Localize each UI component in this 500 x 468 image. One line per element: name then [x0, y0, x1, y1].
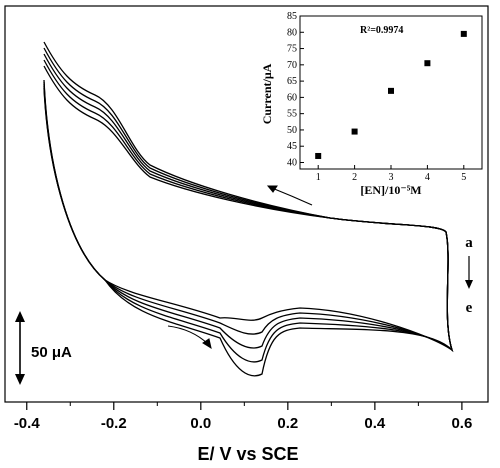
inset-y-tick-label: 75 [287, 44, 297, 55]
inset-data-point [315, 152, 322, 159]
inset-y-tick-label: 50 [287, 125, 297, 136]
trace-label-a: a [465, 235, 473, 251]
main-x-axis: -0.4 -0.2 0.0 0.2 0.4 0.6 [14, 402, 472, 432]
anodic-sweep-arrow [271, 187, 313, 206]
main-plot-frame [4, 5, 489, 403]
inset-x-axis: 1 2 3 4 5 [316, 165, 466, 183]
inset-data-point [388, 87, 394, 94]
x-tick-label: -0.4 [14, 415, 41, 432]
cv-curves [43, 41, 454, 377]
inset-y-tick-label: 60 [287, 92, 297, 103]
inset-data-point [460, 30, 467, 37]
trace-label-e: e [466, 300, 473, 316]
inset-y-axis-title: Current/μA [260, 63, 274, 124]
sweep-direction-arrows [167, 185, 313, 350]
inset-x-tick-label: 1 [316, 172, 321, 183]
inset-y-tick-label: 45 [287, 141, 297, 152]
x-tick-label: 0.4 [364, 415, 386, 432]
inset-y-tick-label: 80 [287, 27, 297, 38]
inset-y-tick-label: 65 [287, 76, 297, 87]
inset-y-tick-label: 55 [287, 109, 297, 120]
main-x-axis-title: E/ V vs SCE [197, 444, 298, 464]
x-tick-label: -0.2 [101, 415, 127, 432]
inset-x-tick-label: 5 [461, 172, 466, 183]
inset-y-axis: 40 45 50 55 60 65 70 75 80 85 [287, 11, 304, 168]
inset-data-point [351, 128, 358, 135]
inset-y-tick-label: 70 [287, 60, 297, 71]
inset-x-tick-label: 4 [425, 172, 430, 183]
cathodic-sweep-arrow [167, 325, 209, 345]
cathodic-sweep-arrowhead [202, 338, 212, 350]
x-tick-label: 0.6 [451, 415, 472, 432]
anodic-sweep-arrowhead [266, 185, 278, 193]
trace-order-arrowhead [465, 280, 473, 289]
inset-x-axis-title: [EN]/10⁻⁵M [360, 183, 421, 197]
inset-x-tick-label: 2 [352, 172, 357, 183]
inset-r-squared-label: R²=0.9974 [360, 25, 403, 36]
inset-y-tick-label: 85 [287, 11, 297, 22]
inset-data-points [315, 30, 467, 159]
scale-bar-label: 50 μA [31, 344, 72, 361]
cv-trace [43, 65, 453, 377]
inset-x-tick-label: 3 [389, 172, 394, 183]
inset-y-tick-label: 40 [287, 157, 297, 168]
x-tick-label: 0.0 [190, 415, 211, 432]
current-scale-bar [15, 311, 25, 385]
inset-data-point [424, 60, 431, 67]
x-tick-label: 0.2 [277, 415, 298, 432]
